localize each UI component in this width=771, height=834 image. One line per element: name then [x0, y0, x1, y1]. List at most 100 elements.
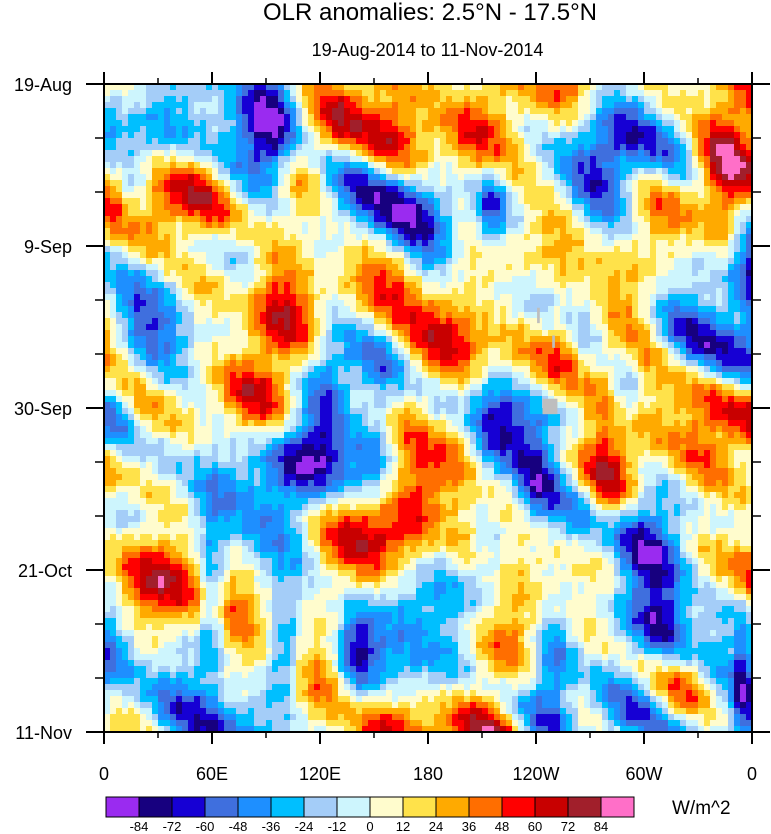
field-cell: [170, 108, 177, 115]
field-cell: [134, 156, 141, 163]
field-cell: [542, 102, 549, 109]
field-cell: [554, 288, 561, 295]
field-cell: [578, 336, 585, 343]
field-cell: [182, 162, 189, 169]
field-cell: [656, 198, 663, 205]
field-cell: [182, 186, 189, 193]
field-cell: [308, 354, 315, 361]
field-cell: [194, 288, 201, 295]
field-cell: [608, 306, 615, 313]
field-cell: [536, 174, 543, 181]
field-cell: [734, 270, 741, 277]
field-cell: [254, 240, 261, 247]
field-cell: [746, 174, 752, 181]
field-cell: [230, 228, 237, 235]
field-cell: [710, 282, 717, 289]
field-cell: [134, 294, 141, 301]
field-cell: [458, 108, 465, 115]
field-cell: [644, 180, 651, 187]
field-cell: [602, 156, 609, 163]
field-cell: [296, 270, 303, 277]
field-cell: [644, 354, 651, 361]
field-cell: [116, 198, 123, 205]
field-cell: [452, 300, 459, 307]
field-cell: [566, 162, 573, 169]
field-cell: [566, 264, 573, 271]
field-cell: [458, 96, 465, 103]
field-cell: [488, 228, 495, 235]
field-cell: [674, 144, 681, 151]
field-cell: [224, 90, 231, 97]
field-cell: [674, 342, 681, 349]
field-cell: [260, 324, 267, 331]
field-cell: [320, 324, 327, 331]
field-cell: [368, 294, 375, 301]
field-cell: [668, 108, 675, 115]
field-cell: [632, 288, 639, 295]
field-cell: [716, 300, 723, 307]
field-cell: [746, 216, 752, 223]
field-cell: [494, 324, 501, 331]
field-cell: [416, 144, 423, 151]
field-cell: [212, 174, 219, 181]
field-cell: [476, 228, 483, 235]
field-cell: [596, 114, 603, 121]
field-cell: [638, 312, 645, 319]
field-cell: [674, 168, 681, 175]
field-cell: [152, 174, 159, 181]
field-cell: [560, 210, 567, 217]
field-cell: [680, 264, 687, 271]
field-cell: [320, 120, 327, 127]
field-cell: [602, 84, 609, 91]
field-cell: [620, 126, 627, 133]
field-cell: [332, 192, 339, 199]
field-cell: [224, 204, 231, 211]
field-cell: [572, 102, 579, 109]
field-cell: [566, 156, 573, 163]
field-cell: [362, 180, 369, 187]
field-cell: [368, 252, 375, 259]
field-cell: [680, 348, 687, 355]
field-cell: [278, 306, 285, 313]
field-cell: [674, 282, 681, 289]
field-cell: [122, 144, 129, 151]
field-cell: [710, 210, 717, 217]
field-cell: [110, 192, 117, 199]
field-cell: [542, 288, 549, 295]
field-cell: [362, 114, 369, 121]
field-cell: [146, 174, 153, 181]
field-cell: [500, 222, 507, 229]
field-cell: [476, 204, 483, 211]
field-cell: [446, 264, 453, 271]
field-cell: [584, 180, 591, 187]
field-cell: [380, 114, 387, 121]
field-cell: [590, 204, 597, 211]
field-cell: [260, 246, 267, 253]
field-cell: [656, 180, 663, 187]
field-cell: [746, 342, 752, 349]
field-cell: [116, 336, 123, 343]
field-cell: [410, 264, 417, 271]
field-cell: [368, 126, 375, 133]
field-cell: [350, 228, 357, 235]
field-cell: [554, 342, 561, 349]
field-cell: [218, 330, 225, 337]
field-cell: [320, 246, 327, 253]
field-cell: [722, 300, 729, 307]
field-cell: [470, 168, 477, 175]
field-cell: [422, 168, 429, 175]
field-cell: [236, 204, 243, 211]
field-cell: [626, 162, 633, 169]
field-cell: [494, 114, 501, 121]
field-cell: [404, 198, 411, 205]
field-cell: [218, 282, 225, 289]
field-cell: [506, 348, 513, 355]
field-cell: [332, 300, 339, 307]
field-cell: [362, 186, 369, 193]
field-cell: [530, 132, 537, 139]
field-cell: [380, 96, 387, 103]
field-cell: [440, 336, 447, 343]
field-cell: [692, 114, 699, 121]
field-cell: [248, 360, 255, 367]
field-cell: [146, 84, 153, 91]
